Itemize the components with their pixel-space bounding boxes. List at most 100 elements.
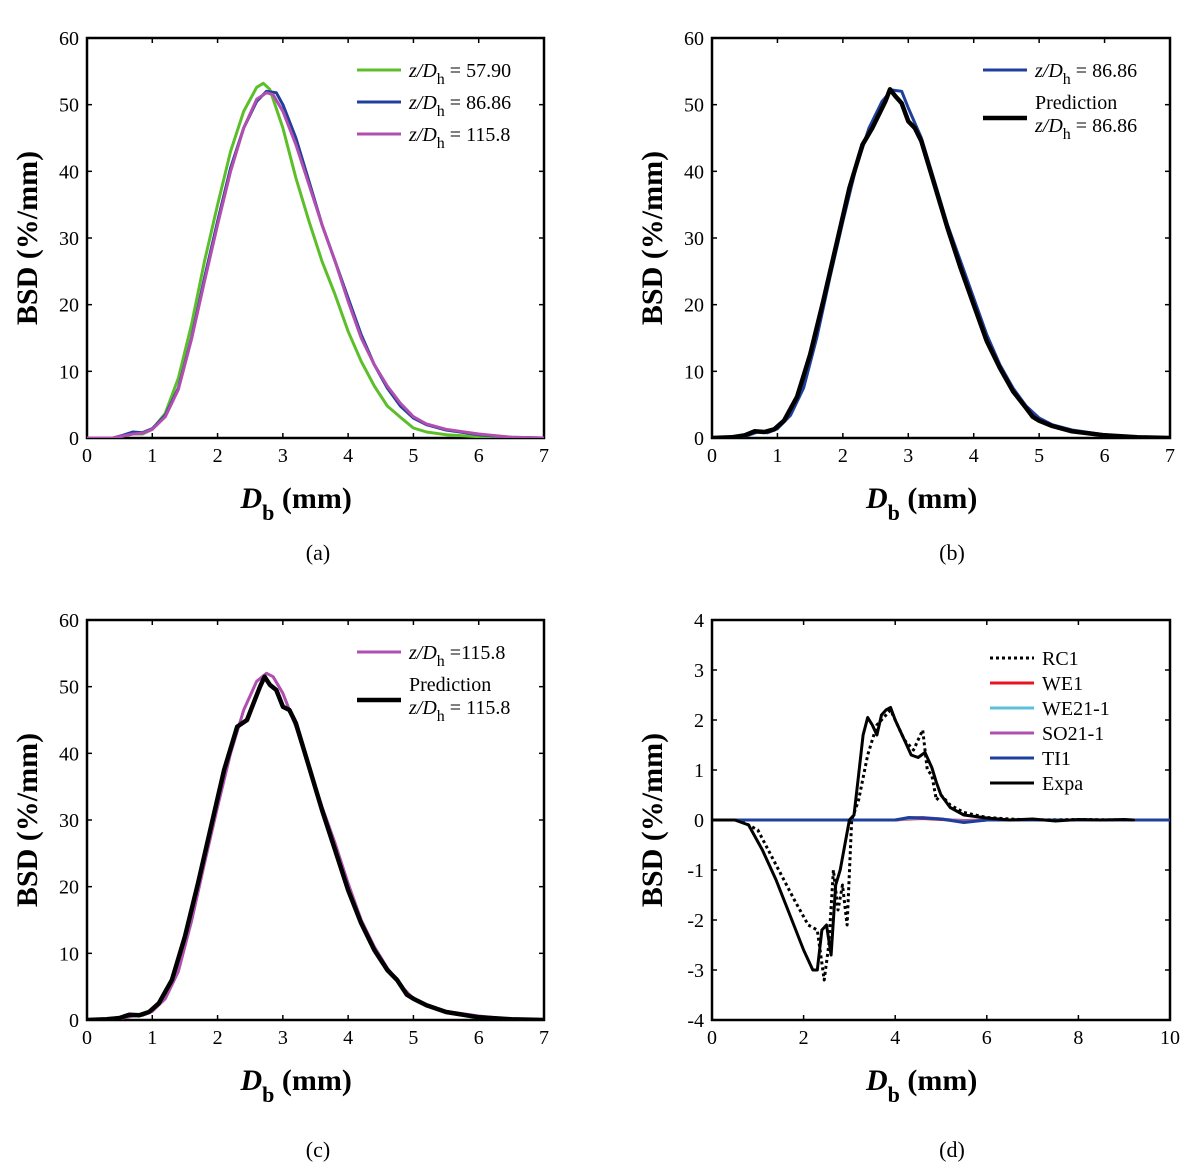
y-tick-label: 30 [59,810,79,832]
y-tick-label: -3 [687,960,704,982]
legend-label: z/Dh = 57.90 [408,60,511,88]
x-tick-label: 4 [343,1027,353,1049]
y-axis-label: BSD (%/mm) [636,151,669,325]
y-tick-label: 20 [59,877,79,899]
legend-label: z/Dh =115.8 [408,642,505,670]
x-tick-label: 1 [147,445,157,467]
x-axis-label: Db (mm) [865,482,977,525]
y-tick-label: 3 [694,660,704,682]
y-tick-label: 50 [59,95,79,117]
legend-label: Prediction [1035,92,1117,114]
x-tick-label: 3 [903,445,913,467]
legend-label: z/Dh = 86.86 [1034,115,1137,143]
panel-caption: (a) [306,540,330,565]
y-tick-label: 2 [694,710,704,732]
panel-d: 0 2 4 6 8 10 -4 -3 -2 -1 0 1 2 3 4 BSD (%/mm) Db (mm) RC1… [636,610,1180,1107]
y-tick-label: 30 [59,228,79,250]
legend-label: RC1 [1042,648,1079,670]
y-tick-label: 40 [684,161,704,183]
x-tick-label: 6 [474,445,484,467]
x-tick-label: 8 [1073,1027,1083,1049]
y-tick-label: 0 [694,810,704,832]
series-line-ti1 [712,816,1170,824]
x-tick-label: 1 [147,1027,157,1049]
x-tick-label: 2 [213,445,223,467]
y-tick-label: 10 [59,943,79,965]
y-tick-label: 50 [684,95,704,117]
legend-label: z/Dh = 86.86 [408,92,511,120]
legend-label: WE1 [1042,673,1083,695]
y-tick-label: 40 [59,743,79,765]
y-tick-label: 40 [59,161,79,183]
y-tick-label: 60 [59,28,79,50]
panel-c: 0 1 2 3 4 5 6 7 0 10 20 30 40 50 60 BSD (%/mm) Db (mm) z/… [11,610,549,1107]
y-axis-label: BSD (%/mm) [11,733,44,907]
y-tick-label: 20 [684,295,704,317]
legend-label: z/Dh = 115.8 [408,124,510,152]
x-tick-label: 4 [969,445,979,467]
x-axis-label: Db (mm) [865,1064,977,1107]
series-line-prediction-115-8 [87,674,544,1020]
x-tick-label: 6 [1100,445,1110,467]
x-tick-label: 2 [838,445,848,467]
x-tick-label: 4 [890,1027,900,1049]
plot-area [712,87,1170,438]
plot-area [87,81,544,438]
y-tick-label: 1 [694,760,704,782]
x-tick-label: 4 [343,445,353,467]
x-tick-label: 6 [474,1027,484,1049]
y-tick-label: 50 [59,677,79,699]
y-tick-label: 20 [59,295,79,317]
y-tick-label: -2 [687,910,704,932]
series-line-expa [712,706,1135,972]
legend-label: Expa [1042,773,1083,795]
series-line-115-8 [87,91,544,438]
y-axis-label: BSD (%/mm) [636,733,669,907]
x-tick-label: 7 [539,445,549,467]
series-line-rc1 [712,708,1170,982]
y-tick-label: 0 [69,1010,79,1032]
x-tick-label: 0 [707,445,717,467]
x-tick-label: 3 [278,445,288,467]
legend-label: z/Dh = 86.86 [1034,60,1137,88]
y-tick-label: 10 [684,361,704,383]
x-tick-label: 2 [799,1027,809,1049]
panel-a: 0 1 2 3 4 5 6 7 0 10 20 30 40 50 60 BSD (%/mm) Db (mm) z/… [11,28,549,525]
legend-label: SO21-1 [1042,723,1104,745]
legend: RC1 WE1 WE21-1 SO21-1 TI1 Expa [990,648,1110,795]
x-tick-label: 6 [982,1027,992,1049]
series-line-prediction-86-86 [712,87,1170,438]
y-axis-label: BSD (%/mm) [11,151,44,325]
y-tick-label: 60 [684,28,704,50]
panel-b: 0 1 2 3 4 5 6 7 0 10 20 30 40 50 60 BSD (%/mm) Db (mm) z/… [636,28,1175,525]
panel-caption: (b) [939,540,965,565]
series-line-115-8 [87,671,544,1020]
y-tick-label: -1 [687,860,704,882]
y-tick-label: 0 [694,428,704,450]
y-tick-label: 60 [59,610,79,632]
legend-label: z/Dh = 115.8 [408,697,510,725]
x-axis-label: Db (mm) [240,1064,352,1107]
x-tick-label: 0 [707,1027,717,1049]
x-tick-label: 0 [82,445,92,467]
x-tick-label: 10 [1160,1027,1180,1049]
y-tick-label: -4 [687,1010,704,1032]
x-tick-label: 5 [1034,445,1044,467]
x-tick-label: 0 [82,1027,92,1049]
y-tick-label: 10 [59,361,79,383]
legend-label: Prediction [409,674,491,696]
x-tick-label: 2 [213,1027,223,1049]
x-tick-label: 7 [1165,445,1175,467]
x-tick-label: 1 [772,445,782,467]
plot-area [87,671,544,1020]
series-line-86-86 [712,88,1170,438]
x-tick-label: 3 [278,1027,288,1049]
plot-area [712,706,1170,982]
x-tick-label: 5 [408,445,418,467]
legend-label: TI1 [1042,748,1071,770]
y-tick-label: 4 [694,610,704,632]
x-tick-label: 7 [539,1027,549,1049]
